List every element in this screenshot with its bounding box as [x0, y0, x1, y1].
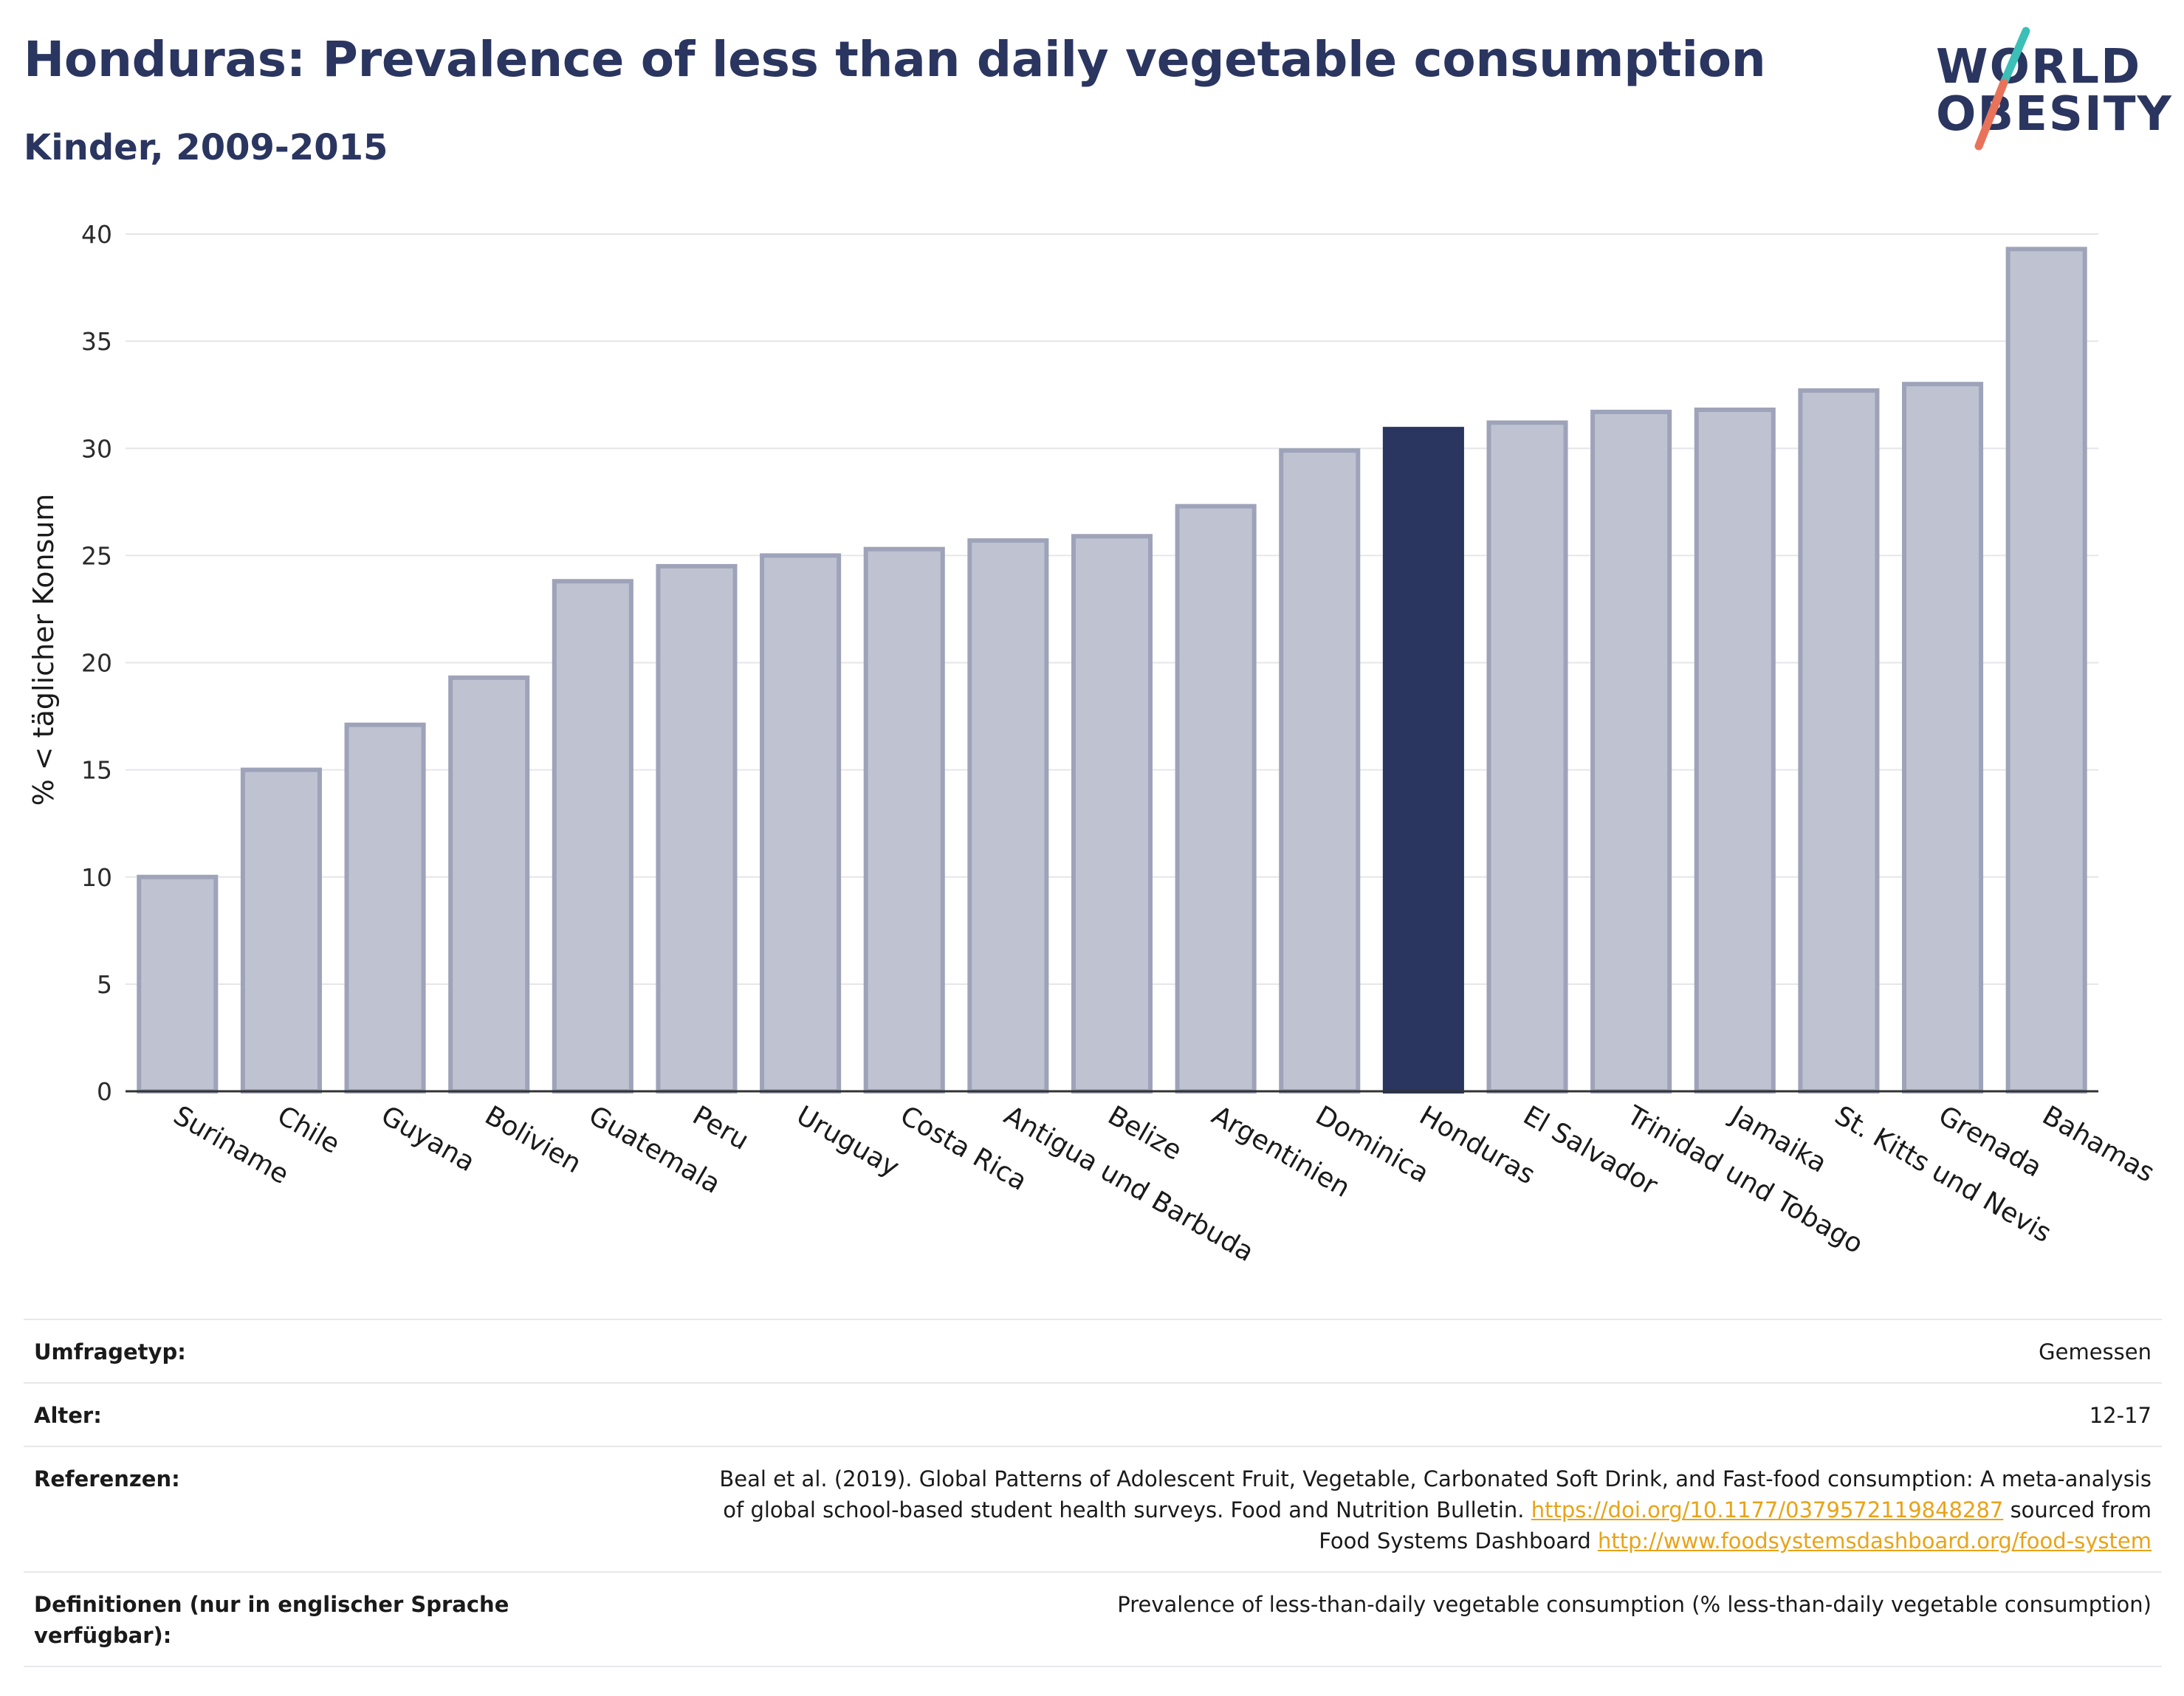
- bar-guyana: [344, 722, 426, 1094]
- bar-belize: [1071, 534, 1153, 1094]
- x-tick-label: Chile: [272, 1100, 345, 1160]
- y-tick-label: 30: [81, 434, 112, 463]
- y-tick-label: 20: [81, 649, 112, 678]
- chart-subtitle: Kinder, 2009-2015: [24, 127, 388, 168]
- bar-dominica: [1279, 448, 1361, 1094]
- logo-line-2: OBESITY: [1936, 87, 2173, 142]
- references-value: Beal et al. (2019). Global Patterns of A…: [578, 1463, 2152, 1556]
- reference-text-2: of global school-based student health su…: [723, 1497, 1525, 1522]
- info-table: Umfragetyp: Gemessen Alter: 12-17 Refere…: [24, 1319, 2162, 1667]
- world-obesity-logo: WORLD OBESITY: [1927, 19, 2171, 159]
- y-tick-label: 10: [81, 863, 112, 892]
- y-tick-label: 40: [81, 220, 112, 249]
- x-tick-label: Honduras: [1414, 1100, 1539, 1190]
- bar-guatemala: [552, 579, 633, 1094]
- references-label: Referenzen:: [34, 1466, 180, 1491]
- info-row-definitions: Definitionen (nur in englischer Sprache …: [24, 1571, 2162, 1667]
- bar-chile: [240, 767, 322, 1094]
- x-tick-label: Uruguay: [791, 1100, 904, 1183]
- x-tick-label: Belize: [1103, 1100, 1187, 1166]
- bar-st-kitts-und-nevis: [1798, 388, 1880, 1094]
- chart-title: Honduras: Prevalence of less than daily …: [24, 31, 1766, 88]
- info-row-survey: Umfragetyp: Gemessen: [24, 1319, 2162, 1382]
- bar-antigua-und-barbuda: [967, 538, 1049, 1094]
- doi-link[interactable]: https://doi.org/10.1177/0379572119848287: [1531, 1497, 2004, 1522]
- bar-el-salvador: [1486, 420, 1568, 1094]
- y-tick-label: 0: [97, 1077, 112, 1106]
- definitions-value: Prevalence of less-than-daily vegetable …: [1117, 1592, 2152, 1617]
- food-systems-link[interactable]: http://www.foodsystemsdashboard.org/food…: [1598, 1528, 2152, 1553]
- survey-type-label: Umfragetyp:: [34, 1339, 186, 1364]
- bar-costa-rica: [863, 546, 945, 1094]
- bar-uruguay: [760, 553, 842, 1094]
- age-label: Alter:: [34, 1403, 102, 1428]
- bar-bolivien: [448, 675, 530, 1094]
- survey-type-value: Gemessen: [2039, 1339, 2152, 1364]
- bar-grenada: [1902, 382, 1984, 1094]
- y-tick-label: 35: [81, 327, 112, 356]
- x-tick-label: Bahamas: [2037, 1100, 2160, 1188]
- bar-bahamas: [2005, 247, 2087, 1094]
- logo-line-1: WORLD: [1936, 40, 2142, 95]
- bar-trinidad-und-tobago: [1590, 409, 1672, 1094]
- x-tick-label: Suriname: [168, 1100, 294, 1190]
- definitions-label: Definitionen (nur in englischer Sprache …: [34, 1592, 509, 1648]
- y-tick-labels: 0 5 10 15 20 25 30 35 40: [81, 220, 112, 1106]
- info-row-age: Alter: 12-17: [24, 1382, 2162, 1446]
- y-tick-label: 15: [81, 756, 112, 785]
- info-row-references: Referenzen: Beal et al. (2019). Global P…: [24, 1446, 2162, 1571]
- y-tick-label: 25: [81, 541, 112, 570]
- reference-text-4: Food Systems Dashboard: [1319, 1528, 1591, 1553]
- bars: [126, 247, 2098, 1094]
- age-value: 12-17: [2089, 1403, 2152, 1428]
- y-tick-label: 5: [97, 970, 112, 999]
- bar-suriname: [137, 874, 219, 1094]
- bar-jamaika: [1694, 408, 1776, 1094]
- x-tick-label: Guyana: [376, 1100, 480, 1178]
- logo-slash-icon: [1974, 27, 2030, 151]
- bar-honduras: [1382, 427, 1464, 1094]
- x-tick-label: Peru: [687, 1100, 754, 1156]
- reference-text-3: sourced from: [2010, 1497, 2152, 1522]
- bar-argentinien: [1175, 504, 1257, 1094]
- bar-peru: [656, 563, 738, 1094]
- x-tick-label: Bolivien: [480, 1100, 586, 1179]
- y-axis-label: % < täglicher Konsum: [27, 494, 60, 806]
- reference-text-1: Beal et al. (2019). Global Patterns of A…: [719, 1466, 2152, 1491]
